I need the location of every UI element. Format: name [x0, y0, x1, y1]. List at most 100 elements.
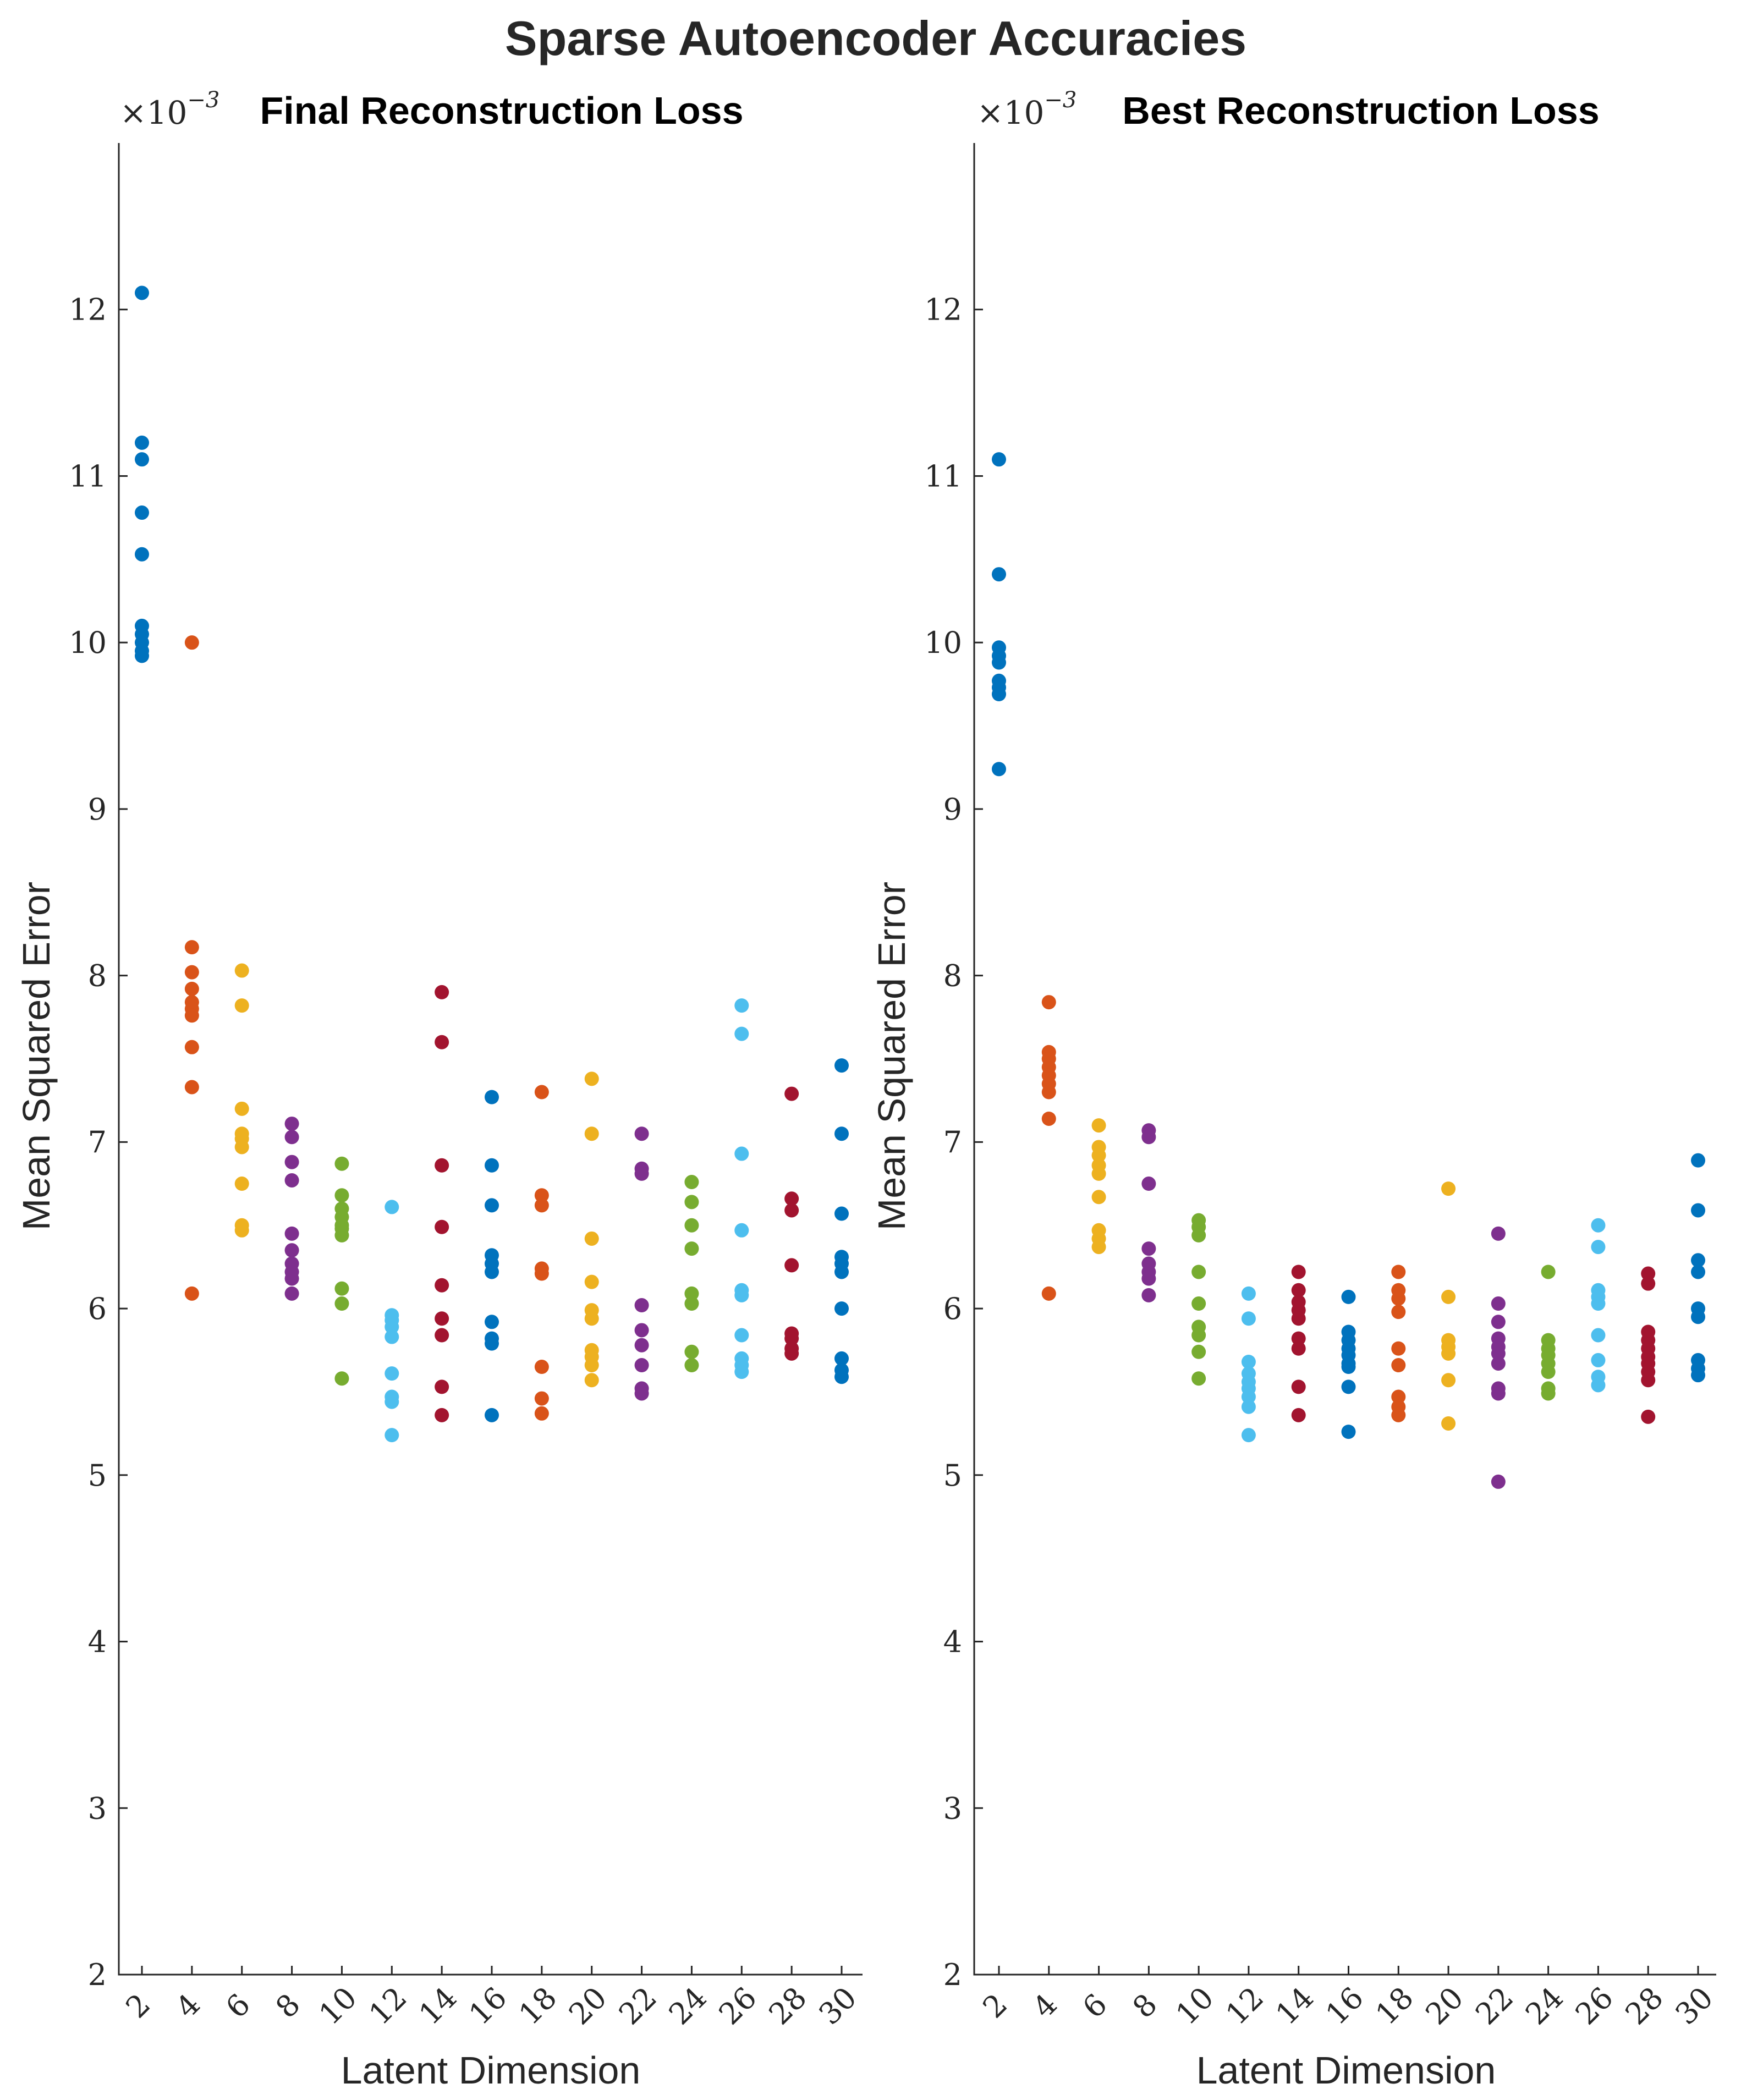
- data-point: [634, 1126, 649, 1141]
- x-tick-label: 30: [812, 1980, 863, 2031]
- exponent-label: ×10−3: [977, 87, 1077, 131]
- data-point: [534, 1406, 549, 1421]
- y-tick-label: 3: [88, 1791, 107, 1826]
- x-tick-label: 20: [1419, 1980, 1470, 2031]
- data-point: [435, 1278, 449, 1293]
- data-point: [284, 1286, 299, 1301]
- data-points: [992, 452, 1705, 1489]
- x-tick-label: 16: [462, 1980, 513, 2031]
- data-point: [1141, 1130, 1156, 1145]
- data-point: [485, 1090, 499, 1104]
- data-point: [1491, 1386, 1506, 1401]
- y-tick-label: 2: [88, 1958, 107, 1992]
- x-tick-label: 24: [1519, 1980, 1570, 2031]
- x-tick-label: 30: [1668, 1980, 1720, 2031]
- data-point: [485, 1408, 499, 1422]
- data-point: [184, 1008, 199, 1023]
- x-tick-label: 24: [662, 1980, 713, 2031]
- x-tick-label: 16: [1319, 1980, 1370, 2031]
- data-point: [992, 655, 1006, 670]
- data-point: [385, 1320, 399, 1334]
- data-point: [1691, 1153, 1705, 1168]
- data-point: [1141, 1271, 1156, 1286]
- data-point: [834, 1126, 849, 1141]
- data-point: [184, 635, 199, 650]
- data-point: [1591, 1328, 1606, 1343]
- data-point: [385, 1366, 399, 1381]
- data-point: [435, 1328, 449, 1343]
- panel-title: Best Reconstruction Loss: [1122, 89, 1599, 132]
- data-point: [284, 1155, 299, 1169]
- data-point: [485, 1158, 499, 1173]
- data-point: [1341, 1289, 1356, 1304]
- x-tick-label: 18: [512, 1980, 563, 2031]
- data-point: [784, 1191, 799, 1206]
- y-tick-label: 2: [943, 1958, 962, 1992]
- x-tick-label: 8: [1126, 1987, 1164, 2025]
- data-point: [584, 1373, 599, 1388]
- data-point: [184, 981, 199, 996]
- data-point: [634, 1323, 649, 1338]
- data-point: [1541, 1386, 1556, 1401]
- y-ticks: 2 3 4 5 6 7 8 9 10 11 12: [69, 293, 128, 1992]
- y-ticks: 2 3 4 5 6 7 8 9 10 11 12: [924, 293, 983, 1992]
- data-point: [234, 1223, 249, 1238]
- data-point: [734, 998, 749, 1013]
- y-axis-label: Mean Squared Error: [15, 882, 58, 1230]
- data-point: [1291, 1331, 1306, 1346]
- y-axis-label: Mean Squared Error: [870, 882, 913, 1230]
- data-point: [284, 1173, 299, 1188]
- data-point: [334, 1296, 349, 1311]
- y-tick-label: 5: [88, 1458, 107, 1493]
- y-tick-label: 6: [943, 1291, 962, 1326]
- data-point: [1041, 1111, 1056, 1126]
- data-point: [1091, 1166, 1106, 1181]
- y-tick-label: 10: [924, 625, 962, 660]
- data-point: [1191, 1344, 1206, 1359]
- data-point: [1541, 1265, 1556, 1279]
- data-point: [184, 1286, 199, 1301]
- x-tick-label: 14: [1269, 1980, 1320, 2031]
- x-tick-label: 12: [363, 1980, 414, 2031]
- data-point: [1291, 1379, 1306, 1394]
- data-point: [534, 1360, 549, 1375]
- data-point: [1241, 1286, 1256, 1301]
- data-point: [184, 1040, 199, 1054]
- data-point: [834, 1370, 849, 1384]
- x-tick-label: 10: [1169, 1980, 1220, 2031]
- data-point: [534, 1085, 549, 1100]
- x-axis-label: Latent Dimension: [341, 2049, 641, 2092]
- data-point: [284, 1271, 299, 1286]
- data-point: [1391, 1408, 1406, 1422]
- data-point: [584, 1274, 599, 1289]
- data-point: [684, 1218, 699, 1233]
- data-point: [1341, 1379, 1356, 1394]
- y-tick-label: 10: [69, 625, 107, 660]
- data-point: [534, 1266, 549, 1281]
- data-point: [1391, 1389, 1406, 1404]
- x-tick-label: 18: [1369, 1980, 1420, 2031]
- data-point: [1191, 1265, 1206, 1279]
- data-point: [435, 1035, 449, 1049]
- data-point: [284, 1226, 299, 1241]
- data-point: [1141, 1241, 1156, 1256]
- y-tick-label: 3: [943, 1791, 962, 1826]
- data-point: [734, 1328, 749, 1343]
- data-point: [1041, 995, 1056, 1010]
- data-point: [1241, 1399, 1256, 1414]
- data-point: [1441, 1373, 1456, 1388]
- data-point: [385, 1428, 399, 1443]
- data-point: [1341, 1360, 1356, 1375]
- x-tick-label: 2: [976, 1987, 1014, 2025]
- data-point: [385, 1200, 399, 1214]
- data-point: [1691, 1368, 1705, 1383]
- y-tick-label: 9: [943, 792, 962, 827]
- x-tick-label: 20: [562, 1980, 613, 2031]
- data-point: [992, 567, 1006, 582]
- data-point: [1091, 1240, 1106, 1255]
- data-point: [284, 1130, 299, 1145]
- x-tick-label: 26: [1569, 1980, 1620, 2031]
- data-point: [234, 963, 249, 978]
- data-point: [734, 1288, 749, 1302]
